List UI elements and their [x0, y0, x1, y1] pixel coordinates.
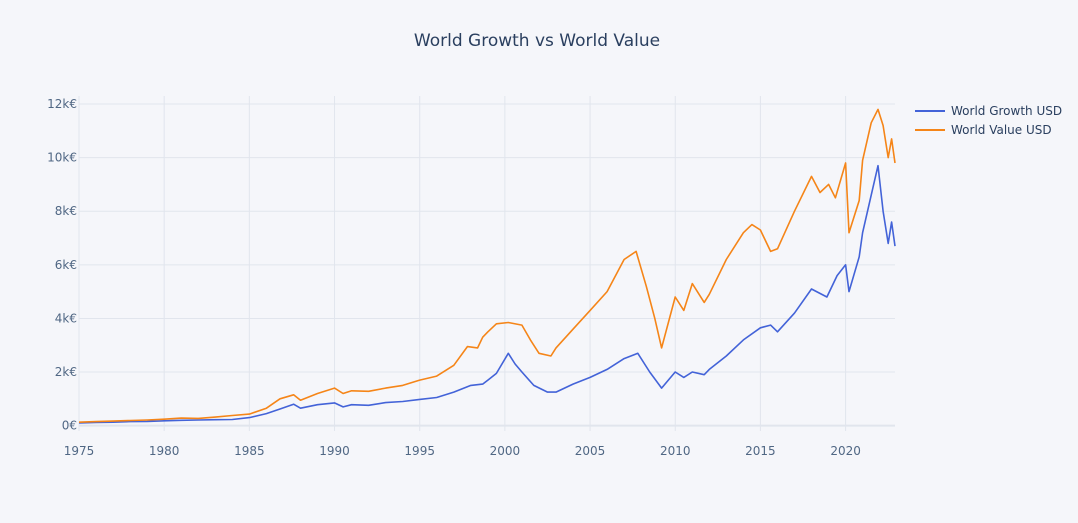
series-lines — [78, 108, 896, 424]
y-gridlines — [79, 103, 895, 427]
legend-item[interactable]: World Growth USD — [915, 104, 1062, 118]
x-tick-label: 1975 — [64, 444, 95, 458]
y-tick-label: 0€ — [62, 419, 77, 433]
y-tick-label: 8k€ — [55, 204, 77, 218]
chart-title: World Growth vs World Value — [414, 31, 660, 51]
x-tick-label: 2015 — [745, 444, 776, 458]
legend-item[interactable]: World Value USD — [915, 123, 1052, 137]
x-tick-label: 1980 — [149, 444, 180, 458]
series-line-world-value-usd[interactable] — [78, 108, 896, 423]
series-line-world-growth-usd[interactable] — [78, 164, 896, 424]
x-gridlines — [78, 96, 847, 431]
legend-label: World Value USD — [951, 123, 1052, 137]
x-tick-label: 1995 — [404, 444, 435, 458]
x-axis-ticks: 1975 1980 1985 1990 1995 2000 2005 2010 2015 2020 — [64, 444, 861, 458]
y-tick-label: 4k€ — [55, 311, 77, 325]
x-tick-label: 2020 — [830, 444, 861, 458]
x-tick-label: 2000 — [490, 444, 521, 458]
y-tick-label: 2k€ — [55, 365, 77, 379]
y-tick-label: 12k€ — [47, 97, 77, 111]
x-tick-label: 1985 — [234, 444, 265, 458]
x-tick-label: 2010 — [660, 444, 691, 458]
x-tick-label: 1990 — [319, 444, 350, 458]
x-tick-label: 2005 — [575, 444, 606, 458]
y-tick-label: 10k€ — [47, 151, 77, 165]
legend-label: World Growth USD — [951, 104, 1062, 118]
y-tick-label: 6k€ — [55, 258, 77, 272]
legend[interactable]: World Growth USD World Value USD — [915, 104, 1062, 137]
y-axis-ticks: 0€ 2k€ 4k€ 6k€ 8k€ 10k€ 12k€ — [47, 97, 77, 433]
